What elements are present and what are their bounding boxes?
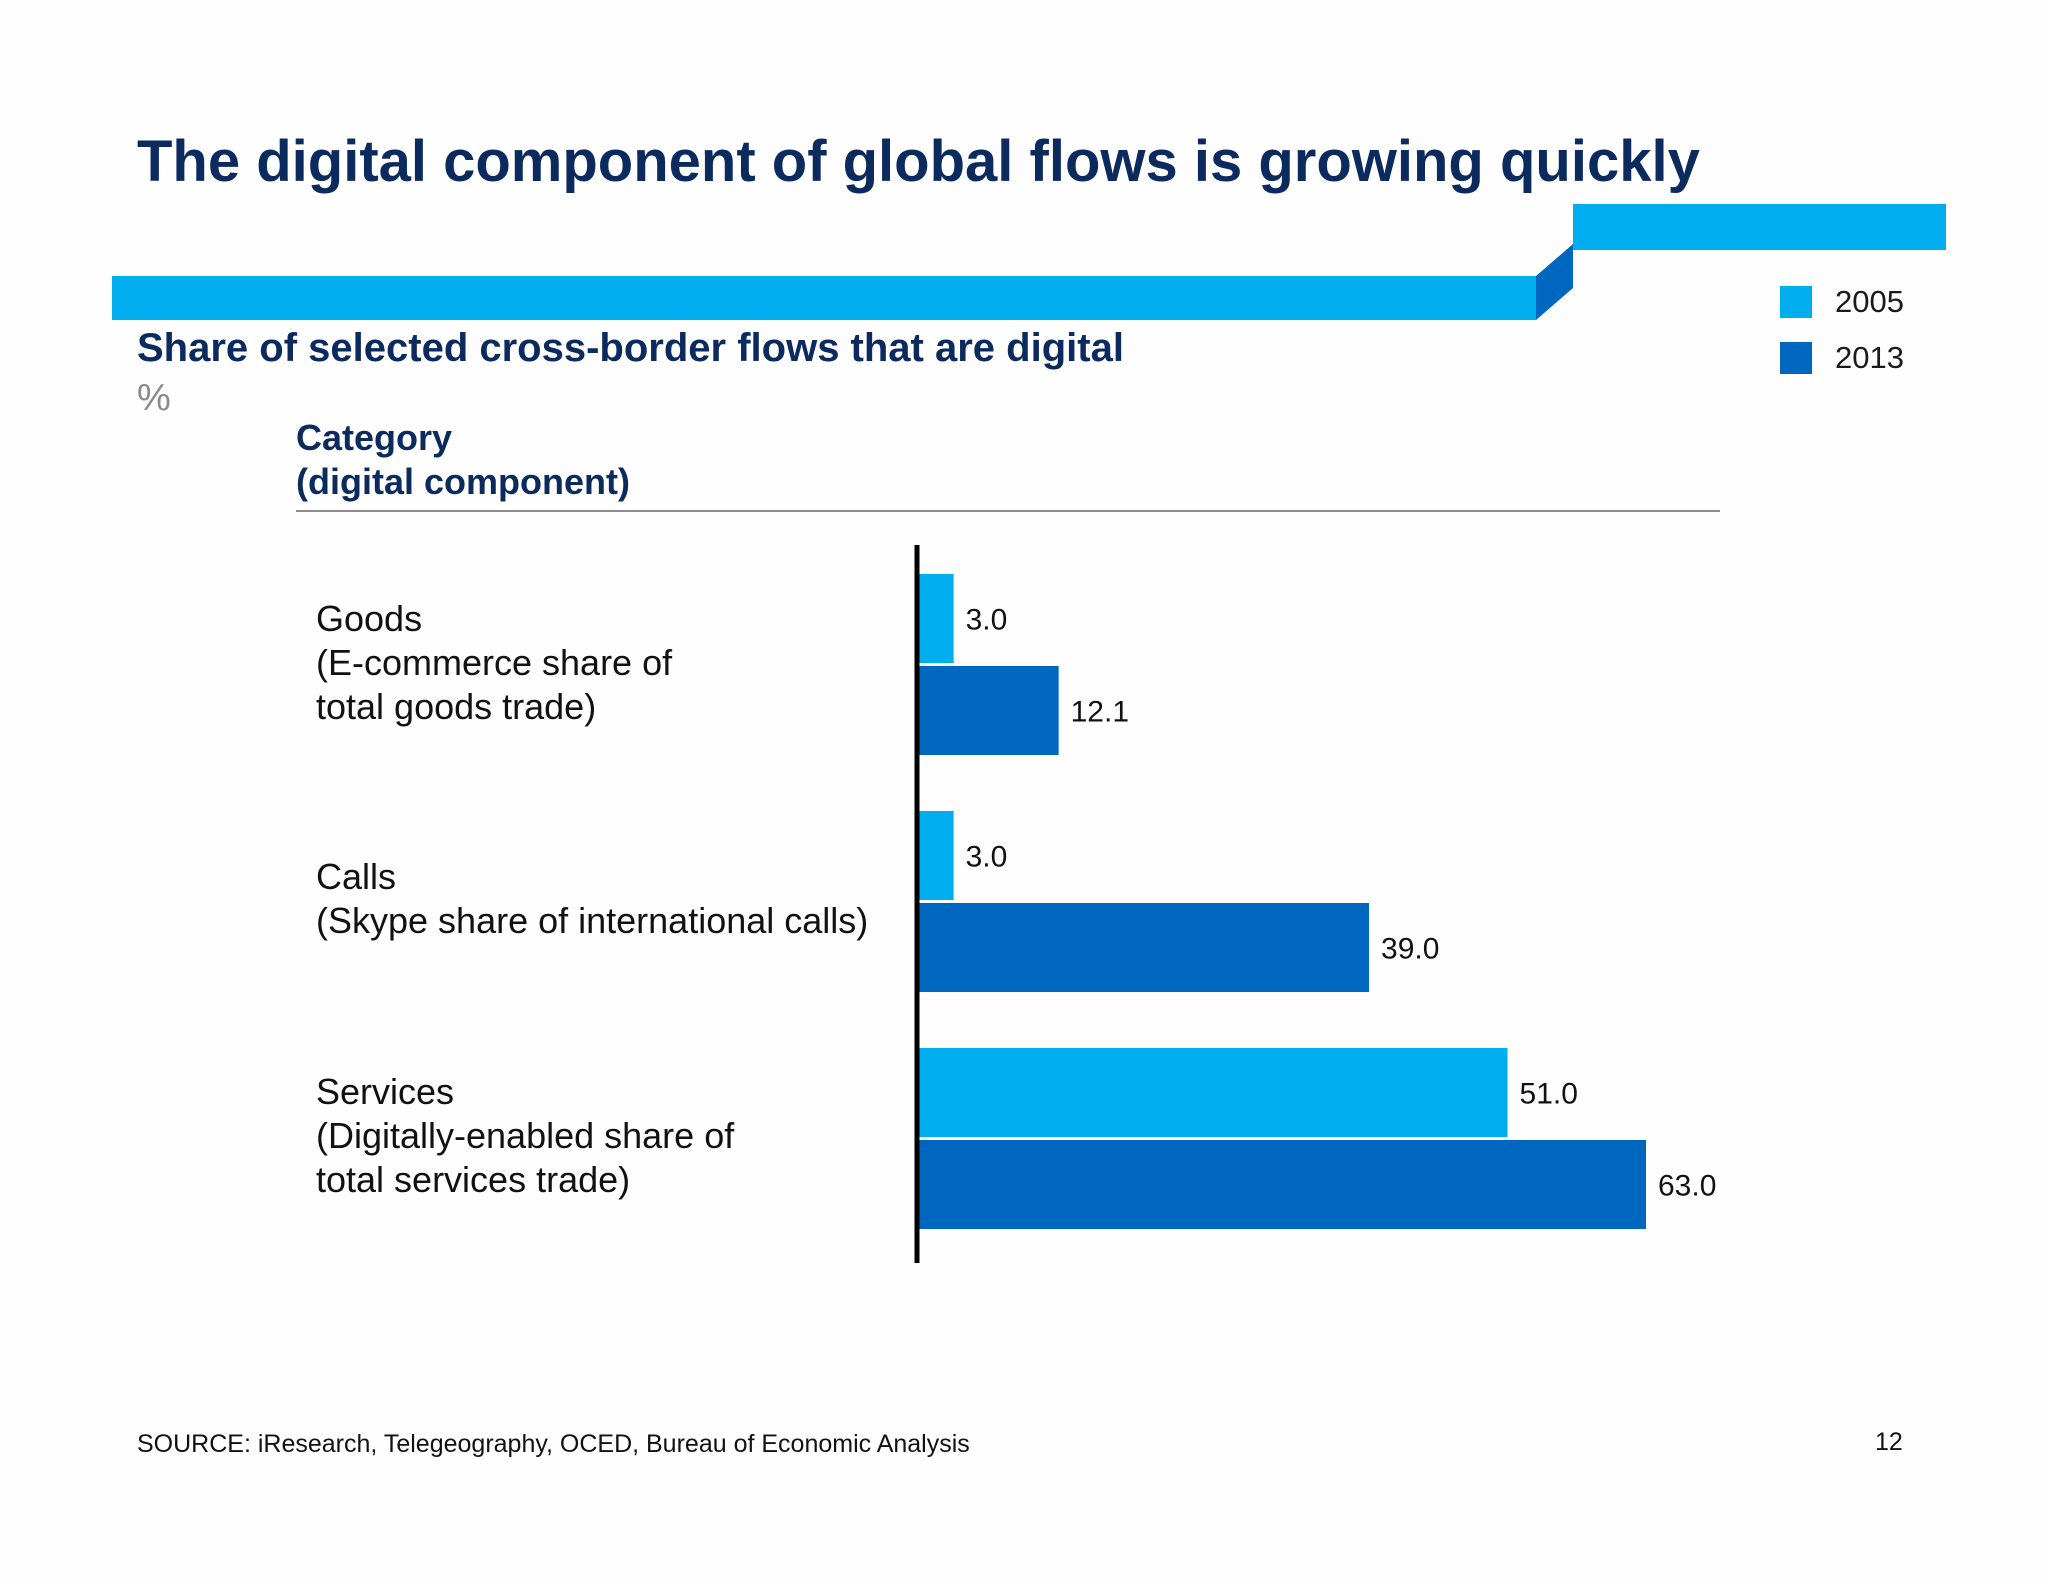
category-label-line: total goods trade)	[316, 686, 597, 727]
category-label-line: Goods	[316, 598, 423, 639]
bar-goods-2013	[919, 666, 1059, 755]
legend-swatch-2005	[1780, 286, 1812, 318]
category-divider	[296, 510, 1720, 512]
legend-label-2013: 2013	[1835, 340, 1904, 375]
bar-services-2005	[919, 1048, 1508, 1137]
source-note: SOURCE: iResearch, Telegeography, OCED, …	[137, 1430, 970, 1458]
bar-services-2013	[919, 1140, 1646, 1229]
legend-label-2005: 2005	[1835, 284, 1904, 319]
chart-subtitle: Share of selected cross-border flows tha…	[137, 326, 1124, 370]
category-label-line: total services trade)	[316, 1159, 631, 1200]
banner-right-stripe	[1573, 204, 1946, 250]
data-label-services-2013: 63.0	[1658, 1170, 1716, 1203]
category-label-line: Calls	[316, 856, 397, 897]
category-label-line: (E-commerce share of	[316, 642, 673, 683]
data-label-calls-2005: 3.0	[966, 841, 1008, 874]
page-number: 12	[1875, 1428, 1903, 1456]
category-label-line: (Digitally-enabled share of	[316, 1115, 735, 1156]
category-label-services: Services (Digitally-enabled share of tot…	[316, 1070, 734, 1202]
data-label-calls-2013: 39.0	[1381, 933, 1439, 966]
category-label-line: (Skype share of international calls)	[316, 900, 869, 941]
bar-calls-2005	[919, 811, 954, 900]
legend-swatch-2013	[1780, 342, 1812, 374]
category-header-line1: Category	[296, 417, 453, 458]
page-title: The digital component of global flows is…	[137, 129, 1700, 194]
data-label-services-2005: 51.0	[1520, 1078, 1578, 1111]
category-header-line2: (digital component)	[296, 461, 630, 502]
bar-goods-2005	[919, 574, 954, 663]
category-label-line: Services	[316, 1071, 455, 1112]
banner-left-stripe	[112, 276, 1536, 320]
header-banner	[112, 204, 1946, 320]
data-label-goods-2005: 3.0	[966, 604, 1008, 637]
data-label-goods-2013: 12.1	[1071, 696, 1129, 729]
category-label-calls: Calls (Skype share of international call…	[316, 855, 868, 943]
category-label-goods: Goods (E-commerce share of total goods t…	[316, 597, 672, 729]
bar-calls-2013	[919, 903, 1370, 992]
banner-fold	[1536, 244, 1573, 320]
bars-layer: 3.0 12.1 3.0 39.0 51.0 63.0	[919, 574, 1716, 1229]
unit-label: %	[137, 377, 171, 419]
category-header: Category (digital component)	[296, 416, 630, 504]
